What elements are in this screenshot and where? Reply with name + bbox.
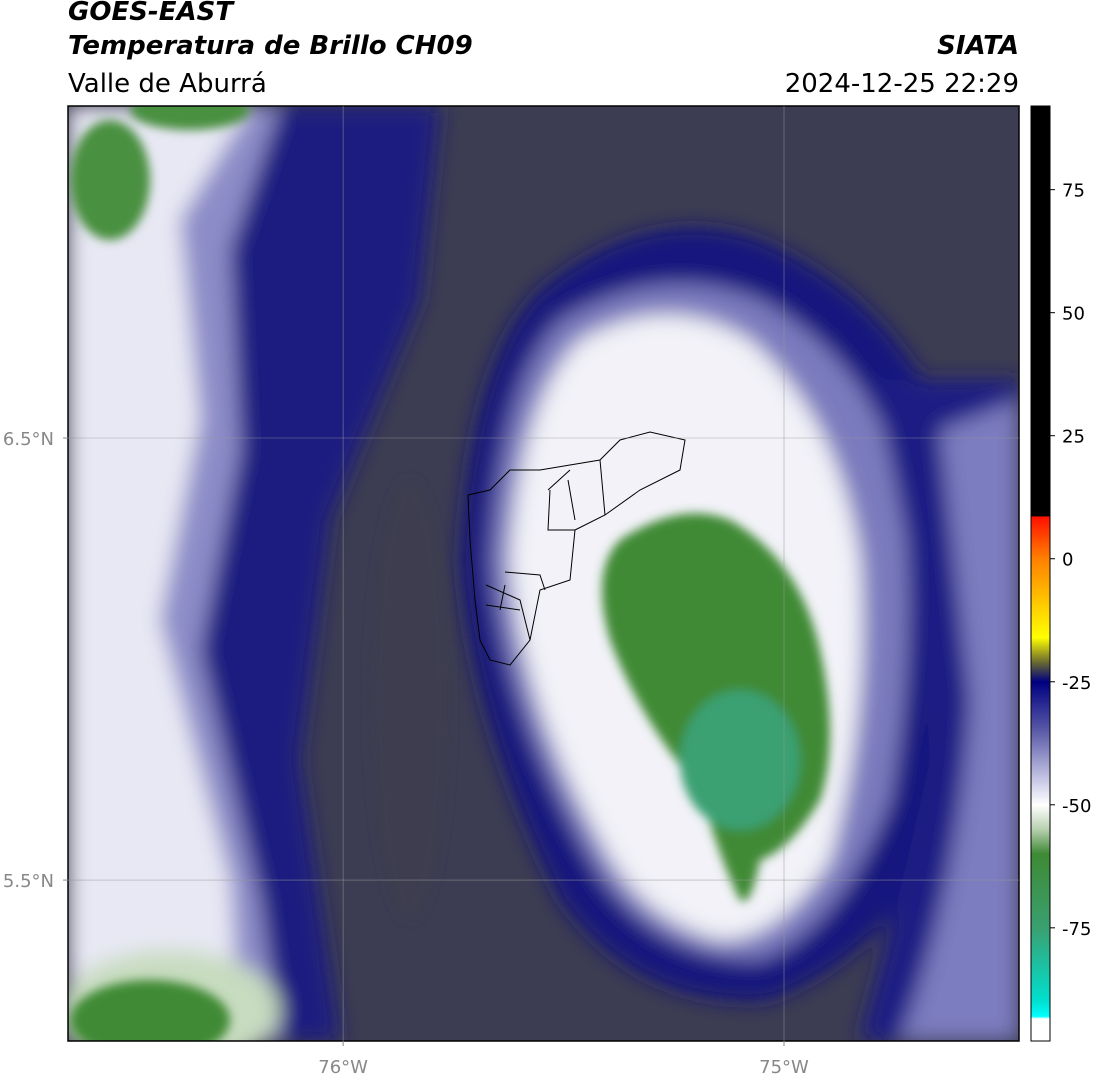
colorbar-tick-label: -25 (1062, 673, 1091, 694)
region: Valle de Aburrá (68, 69, 267, 99)
satellite-image (68, 106, 1019, 1041)
map-frame (67, 105, 1020, 1042)
title: GOES-EAST (68, 0, 235, 27)
colorbar (1030, 105, 1051, 1042)
datetime: 2024-12-25 22:29 (785, 69, 1019, 99)
municipal-boundaries (467, 431, 686, 666)
source: SIATA (937, 31, 1019, 61)
colorbar-tick-label: 75 (1062, 181, 1085, 202)
colorbar-tick-label: -75 (1062, 919, 1091, 940)
x-tick-label: 75°W (759, 1057, 809, 1078)
x-tick-label: 76°W (318, 1057, 368, 1078)
y-tick-label: 5.5°N (3, 871, 54, 892)
subtitle: Temperatura de Brillo CH09 (68, 31, 473, 61)
colorbar-tick-label: 25 (1062, 427, 1085, 448)
colorbar-tick-label: 50 (1062, 304, 1085, 325)
y-tick-label: 6.5°N (3, 429, 54, 450)
colorbar-tick-label: -50 (1062, 796, 1091, 817)
colorbar-tick-label: 0 (1062, 550, 1073, 571)
